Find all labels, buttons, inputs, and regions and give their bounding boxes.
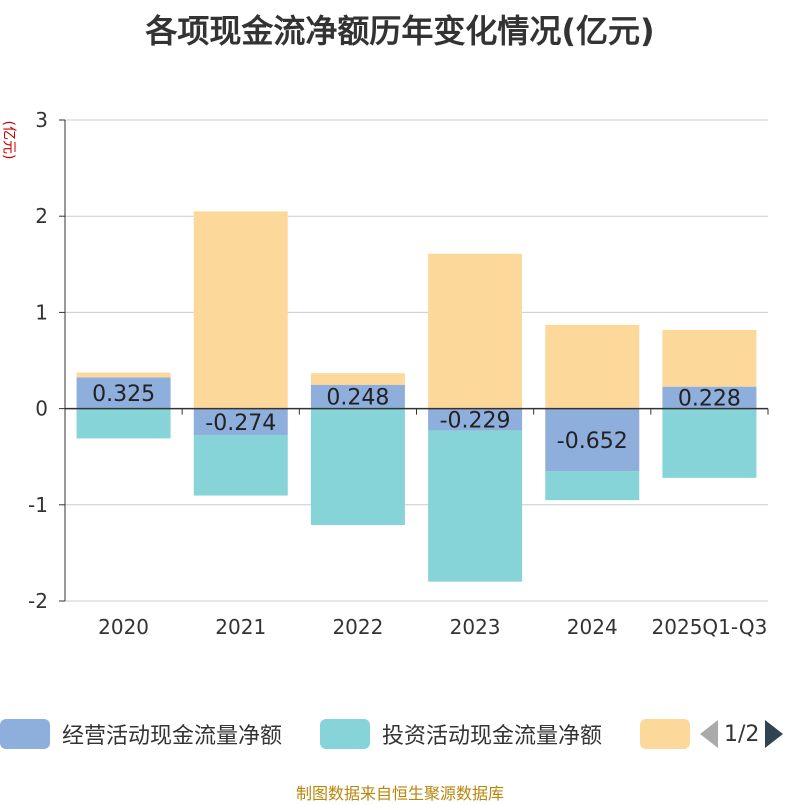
- x-tick-label: 2021: [215, 615, 266, 639]
- bar-series0-2022: [310, 384, 405, 409]
- bar-series0-2020: [76, 377, 171, 409]
- legend-item-financing[interactable]: [640, 718, 702, 750]
- chart-title: 各项现金流净额历年变化情况(亿元): [145, 12, 655, 50]
- bar-series1-2021: [193, 434, 288, 496]
- bar-series1-2025Q1-Q3: [662, 408, 757, 478]
- pager-prev-icon[interactable]: [700, 720, 718, 748]
- legend-item-investing[interactable]: 投资活动现金流量净额: [320, 718, 602, 750]
- bar-series2-2024: [545, 324, 640, 409]
- x-tick-label: 2023: [450, 615, 501, 639]
- legend-item-operating[interactable]: 经营活动现金流量净额: [0, 718, 282, 750]
- bar-series0-2024: [545, 408, 640, 472]
- chart-area: -2 -1 0 1 2 3 2020 2021 2022 2023 2024 2025Q1-Q3 0.3…: [28, 108, 769, 639]
- y-tick-label: 2: [35, 204, 48, 228]
- y-tick-label: 0: [35, 397, 48, 421]
- data-label: -0.229: [440, 409, 511, 434]
- bar-series2-2025Q1-Q3: [662, 329, 757, 387]
- x-tick-label: 2020: [98, 615, 149, 639]
- data-label: 0.248: [326, 386, 389, 411]
- bar-series2-2023: [428, 253, 523, 409]
- bar-series1-2024: [545, 471, 640, 501]
- bar-series1-2022: [310, 408, 405, 526]
- bar-series2-2020: [76, 372, 171, 378]
- legend-swatch-investing: [320, 719, 370, 749]
- data-label: 0.228: [678, 387, 741, 412]
- y-tick-label: 1: [35, 300, 48, 324]
- bar-series0-2023: [428, 408, 523, 431]
- y-tick-label: -2: [28, 589, 48, 613]
- bar-series0-2025Q1-Q3: [662, 386, 757, 409]
- bar-series1-2023: [428, 430, 523, 582]
- data-label: 0.325: [92, 382, 155, 407]
- data-label: -0.652: [557, 429, 628, 454]
- legend-swatch-operating: [0, 719, 50, 749]
- legend-label-investing: 投资活动现金流量净额: [382, 724, 603, 749]
- bar-series1-2020: [76, 408, 171, 439]
- data-label: -0.274: [205, 411, 276, 436]
- pager-next-icon[interactable]: [765, 720, 784, 748]
- legend-swatch-financing: [640, 719, 690, 749]
- legend-pager: 1/2: [700, 718, 784, 750]
- bar-series0-2021: [193, 408, 288, 435]
- pager-text: 1/2: [724, 721, 760, 747]
- bar-series2-2022: [310, 373, 405, 385]
- x-tick-label: 2024: [567, 615, 618, 639]
- y-tick-label: -1: [28, 493, 48, 517]
- data-source: 制图数据来自恒生聚源数据库: [295, 784, 504, 803]
- legend-label-operating: 经营活动现金流量净额: [62, 724, 283, 749]
- x-tick-label: 2022: [332, 615, 383, 639]
- bar-series2-2021: [193, 211, 288, 409]
- x-tick-label: 2025Q1-Q3: [652, 615, 768, 639]
- y-tick-label: 3: [35, 108, 48, 132]
